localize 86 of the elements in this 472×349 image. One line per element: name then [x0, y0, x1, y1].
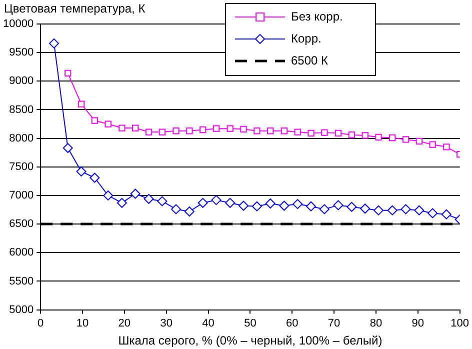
- y-tick-label: 10000: [2, 18, 34, 30]
- point: [132, 124, 139, 132]
- y-tick-label: 6000: [9, 246, 34, 259]
- point: [225, 198, 236, 208]
- legend-label: Корр.: [291, 31, 322, 46]
- point: [265, 198, 276, 208]
- point: [157, 196, 168, 206]
- y-tick-label: 5500: [9, 275, 34, 288]
- y-tick-label: 7500: [9, 160, 34, 173]
- y-tick-label: 8500: [9, 104, 34, 116]
- point: [172, 128, 180, 134]
- point: [238, 200, 248, 211]
- x-axis-title: Шкала серого, % (0% – черный, 100% – белый): [118, 333, 382, 348]
- y-tick-label: 6500: [9, 218, 34, 230]
- point: [346, 202, 357, 212]
- point: [240, 126, 247, 133]
- point: [375, 134, 382, 141]
- x-tick-label: 50: [244, 317, 256, 330]
- point: [171, 204, 181, 214]
- x-tick-label: 40: [202, 317, 214, 330]
- point: [348, 132, 355, 138]
- point: [319, 204, 330, 214]
- x-tick-label: 10: [76, 317, 89, 330]
- point: [211, 195, 222, 206]
- point: [321, 129, 328, 136]
- point: [400, 204, 411, 214]
- x-tick-label: 100: [450, 317, 470, 330]
- point: [267, 128, 274, 134]
- point: [144, 194, 154, 204]
- x-tick-label: 30: [160, 317, 172, 330]
- point: [402, 136, 410, 143]
- point: [184, 206, 194, 216]
- point: [416, 138, 422, 145]
- point: [414, 205, 424, 216]
- point: [387, 205, 398, 216]
- point: [145, 128, 152, 136]
- legend-label: 6500 К: [291, 53, 328, 68]
- point: [226, 125, 234, 132]
- point: [279, 200, 290, 211]
- point: [78, 100, 85, 108]
- point: [362, 132, 368, 139]
- point: [429, 141, 436, 148]
- point: [360, 204, 370, 214]
- point: [130, 188, 140, 199]
- y-tick-label: 5000: [9, 304, 34, 316]
- y-tick-label: 7000: [9, 190, 34, 202]
- point: [200, 126, 206, 134]
- point: [91, 117, 98, 124]
- x-tick-label: 80: [370, 317, 382, 330]
- y-tick-label: 9500: [9, 46, 34, 59]
- point: [292, 199, 303, 210]
- point: [104, 120, 112, 128]
- point: [186, 128, 193, 134]
- point: [198, 198, 208, 208]
- x-tick-label: 60: [286, 317, 298, 330]
- x-tick-label: 70: [328, 317, 340, 330]
- point: [116, 198, 127, 208]
- y-axis-title: Цветовая температура, К: [4, 1, 146, 16]
- point: [334, 130, 342, 137]
- point: [158, 128, 166, 136]
- x-tick-label: 90: [412, 317, 424, 330]
- x-tick-label: 20: [118, 317, 131, 330]
- point: [389, 134, 396, 142]
- point: [254, 128, 260, 134]
- y-tick-label: 9000: [9, 75, 34, 88]
- point: [280, 128, 288, 134]
- point: [64, 70, 72, 76]
- point: [76, 166, 86, 176]
- point: [252, 201, 262, 212]
- legend-label: Без корр.: [291, 9, 343, 24]
- point: [49, 38, 60, 48]
- point: [308, 130, 314, 137]
- point: [62, 143, 73, 154]
- point: [306, 201, 316, 212]
- point: [373, 205, 384, 216]
- point: [443, 144, 450, 150]
- point: [428, 208, 438, 218]
- y-tick-label: 8000: [9, 132, 34, 144]
- point: [212, 125, 220, 132]
- point: [118, 124, 126, 132]
- point: [294, 128, 301, 136]
- point: [441, 209, 452, 220]
- point: [333, 200, 344, 210]
- x-tick-label: 0: [38, 317, 44, 330]
- point: [103, 190, 114, 200]
- point: [90, 172, 100, 183]
